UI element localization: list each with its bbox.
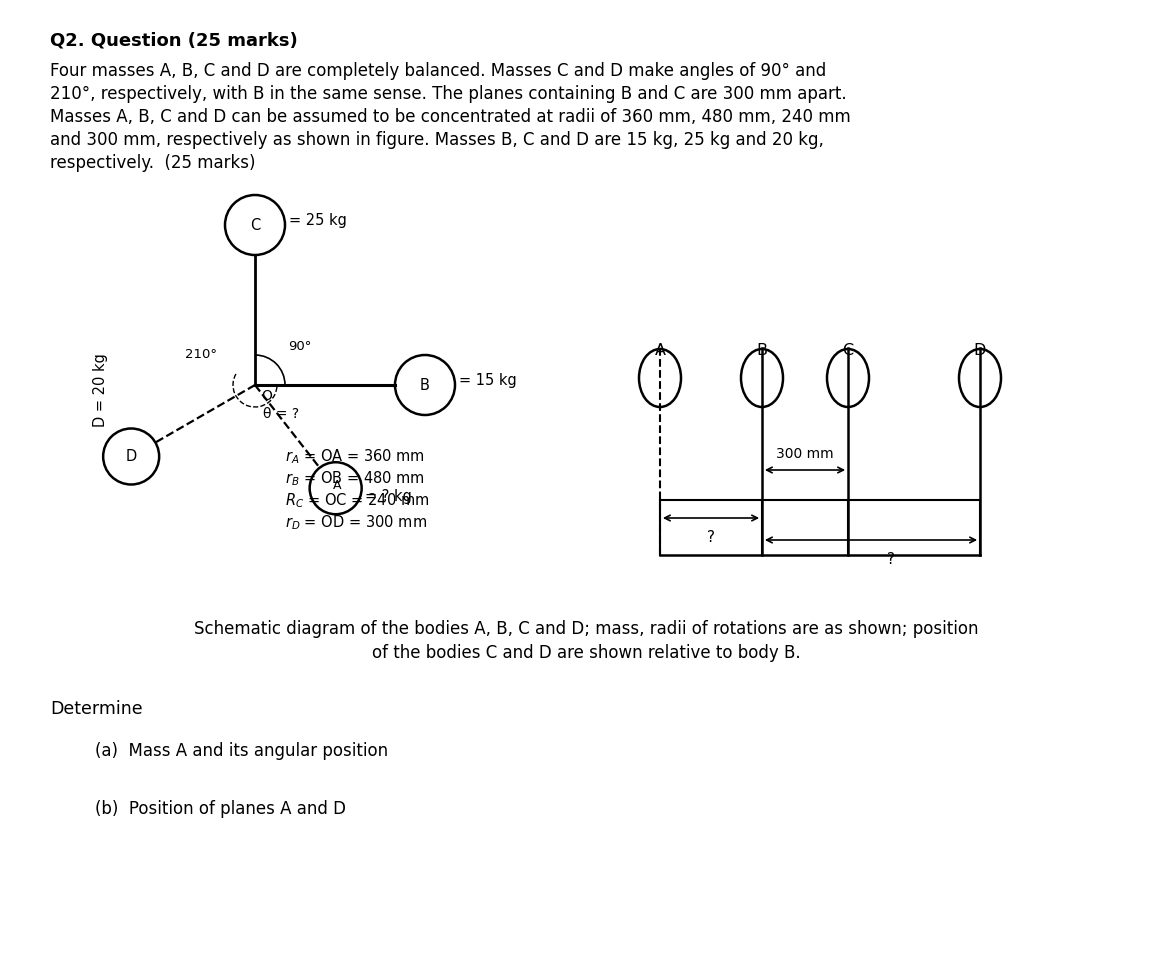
Text: Schematic diagram of the bodies A, B, C and D; mass, radii of rotations are as s: Schematic diagram of the bodies A, B, C …: [193, 620, 979, 638]
Text: Determine: Determine: [50, 700, 143, 718]
Text: $r_D$ = OD = 300 mm: $r_D$ = OD = 300 mm: [285, 513, 427, 532]
Text: $r_B$ = OB = 480 mm: $r_B$ = OB = 480 mm: [285, 469, 425, 488]
Text: D: D: [974, 343, 986, 358]
Text: respectively.  (25 marks): respectively. (25 marks): [50, 154, 255, 172]
Text: 300 mm: 300 mm: [776, 447, 833, 461]
Text: B: B: [420, 378, 430, 392]
Text: = 15 kg: = 15 kg: [459, 373, 517, 388]
Text: 210°, respectively, with B in the same sense. The planes containing B and C are : 210°, respectively, with B in the same s…: [50, 85, 846, 103]
Text: = 25 kg: = 25 kg: [289, 213, 347, 228]
Text: B: B: [756, 343, 768, 358]
Text: D: D: [125, 449, 137, 464]
Text: and 300 mm, respectively as shown in figure. Masses B, C and D are 15 kg, 25 kg : and 300 mm, respectively as shown in fig…: [50, 131, 824, 149]
Text: A: A: [333, 479, 342, 492]
Text: ?: ?: [707, 530, 715, 545]
Text: = ? kg: = ? kg: [364, 489, 411, 504]
Text: D = 20 kg: D = 20 kg: [93, 353, 108, 427]
Text: 210°: 210°: [185, 349, 217, 362]
Text: (a)  Mass A and its angular position: (a) Mass A and its angular position: [95, 742, 388, 760]
Text: C: C: [250, 218, 260, 232]
Text: Masses A, B, C and D can be assumed to be concentrated at radii of 360 mm, 480 m: Masses A, B, C and D can be assumed to b…: [50, 108, 851, 126]
Text: $R_C$ = OC = 240 mm: $R_C$ = OC = 240 mm: [285, 491, 429, 510]
Text: O: O: [261, 389, 272, 403]
Text: ?: ?: [887, 552, 895, 567]
Text: θ = ?: θ = ?: [263, 407, 299, 421]
Text: (b)  Position of planes A and D: (b) Position of planes A and D: [95, 800, 346, 818]
Text: Q2. Question (25 marks): Q2. Question (25 marks): [50, 32, 298, 50]
Text: of the bodies C and D are shown relative to body B.: of the bodies C and D are shown relative…: [372, 644, 800, 662]
Text: C: C: [843, 343, 853, 358]
Text: Four masses A, B, C and D are completely balanced. Masses C and D make angles of: Four masses A, B, C and D are completely…: [50, 62, 826, 80]
Text: A: A: [654, 343, 666, 358]
Text: $r_A$ = OA = 360 mm: $r_A$ = OA = 360 mm: [285, 447, 425, 466]
Text: 90°: 90°: [288, 340, 312, 354]
